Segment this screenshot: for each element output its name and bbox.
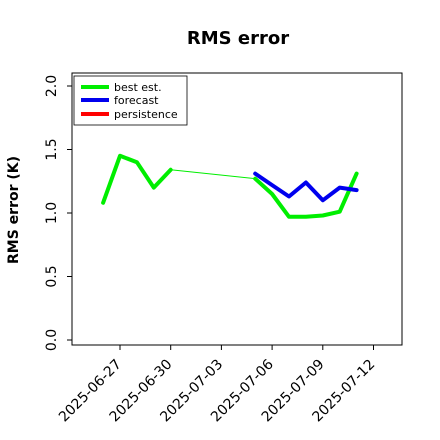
legend-label-best-est: best est. xyxy=(114,81,162,94)
legend-label-persistence: persistence xyxy=(114,108,178,121)
x-axis-ticks: 2025-06-272025-06-302025-07-032025-07-06… xyxy=(56,345,378,425)
legend: best est. forecast persistence xyxy=(73,75,188,126)
y-tick-label: 1.0 xyxy=(44,202,60,224)
y-tick-label: 1.5 xyxy=(44,138,60,160)
y-axis-label: RMS error (K) xyxy=(6,156,22,264)
y-tick-label: 0.0 xyxy=(44,329,60,351)
series-layer xyxy=(101,153,359,219)
legend-label-forecast: forecast xyxy=(114,94,159,107)
series-line-0 xyxy=(101,153,173,205)
series-line-3 xyxy=(253,171,359,203)
y-tick-label: 0.5 xyxy=(44,265,60,287)
y-tick-label: 2.0 xyxy=(44,75,60,97)
chart-title: RMS error xyxy=(187,28,289,49)
series-line-2 xyxy=(253,171,359,219)
series-line-1 xyxy=(170,169,256,180)
y-axis-ticks: 0.0 0.5 1.0 1.5 2.0 xyxy=(44,75,72,351)
plot-frame xyxy=(71,72,403,346)
